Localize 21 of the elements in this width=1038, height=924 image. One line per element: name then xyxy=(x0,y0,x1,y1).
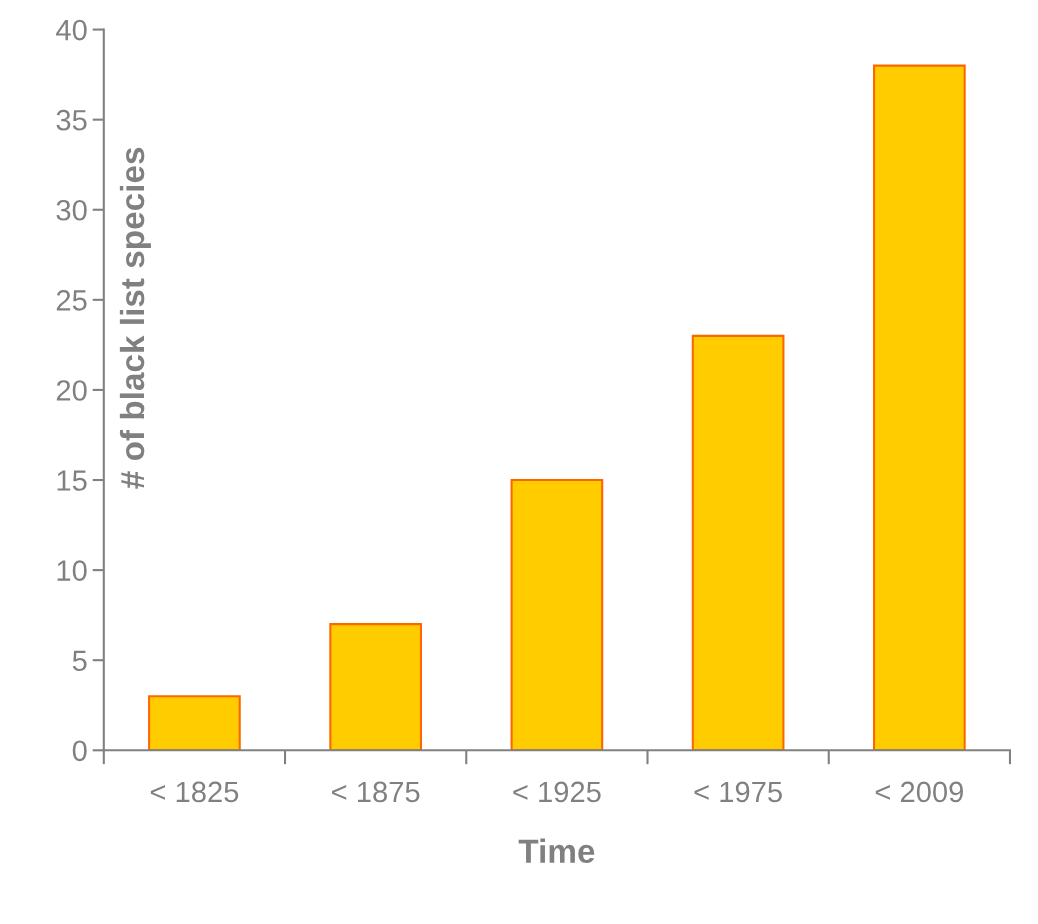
bar xyxy=(873,64,966,751)
bar xyxy=(691,334,785,751)
x-tick-label: < 1825 xyxy=(150,781,239,803)
bar xyxy=(510,478,604,751)
y-tick-label: 0 xyxy=(72,740,87,762)
y-axis-title: # of black list species xyxy=(119,147,151,489)
y-tick-label: 10 xyxy=(57,560,87,581)
bar xyxy=(148,695,241,751)
y-tick-label: 35 xyxy=(56,109,87,131)
bar xyxy=(329,623,422,751)
x-tick-label: < 1875 xyxy=(332,781,420,803)
y-tick-label: 30 xyxy=(56,199,87,221)
y-tick-label: 20 xyxy=(56,380,87,401)
x-axis-title: Time xyxy=(518,838,595,864)
y-tick-label: 15 xyxy=(57,470,87,491)
y-tick-label: 25 xyxy=(56,290,87,311)
x-tick-label: < 1925 xyxy=(513,781,601,803)
y-tick-label: 5 xyxy=(72,650,87,672)
y-tick-label: 40 xyxy=(56,19,87,41)
x-tick-label: < 1975 xyxy=(694,781,782,803)
x-tick-label: < 2009 xyxy=(875,781,963,803)
